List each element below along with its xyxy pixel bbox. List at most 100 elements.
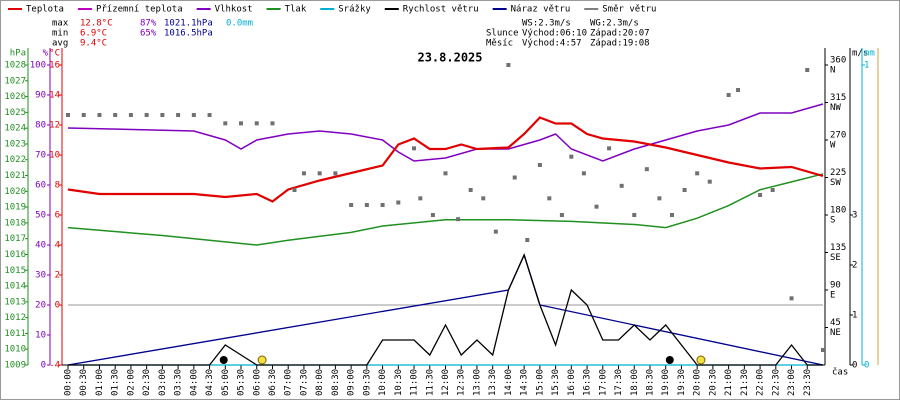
x-tick-label: 07:30 <box>299 369 309 396</box>
tick-label: 16 <box>49 61 60 71</box>
x-tick-label: 21:00 <box>724 369 734 396</box>
tick-label: 0 <box>41 361 46 371</box>
direction-point <box>468 188 473 192</box>
direction-point <box>632 213 637 217</box>
tick-label: 225 <box>830 168 846 178</box>
direction-point <box>726 93 731 97</box>
tick-label: 360 <box>830 56 846 66</box>
tick-label: 180 <box>830 206 846 216</box>
stat-text: 0.0mm <box>226 19 253 29</box>
sun-marker <box>257 355 267 365</box>
x-tick-label: 23:00 <box>787 369 797 396</box>
direction-point <box>207 113 212 117</box>
x-tick-label: 13:30 <box>488 369 498 396</box>
direction-point <box>481 196 486 201</box>
x-tick-label: 14:00 <box>504 369 514 396</box>
tick-label: 80 <box>35 121 46 131</box>
tick-label: S <box>830 216 835 226</box>
direction-point <box>456 217 461 222</box>
x-tick-label: 00:30 <box>79 369 89 396</box>
tick-label: 0 <box>852 361 857 371</box>
direction-point <box>364 203 369 207</box>
direction-point <box>144 113 149 117</box>
direction-point <box>301 171 306 176</box>
x-tick-label: 09:00 <box>347 369 357 396</box>
x-tick-label: 15:00 <box>535 369 545 396</box>
legend-label: Vlhkost <box>215 5 253 15</box>
tick-label: 1019 <box>4 203 26 213</box>
tick-label: 45 <box>830 318 841 328</box>
tick-label: W <box>830 141 836 151</box>
info-text: Západ:20:07 <box>590 29 650 39</box>
x-tick-label: 22:00 <box>756 369 766 396</box>
direction-point <box>128 113 133 117</box>
info-text: WG:2.3m/s <box>590 19 639 29</box>
direction-point <box>670 213 674 217</box>
x-tick-label: 09:30 <box>362 369 372 396</box>
x-tick-label: 17:00 <box>598 369 608 396</box>
direction-point <box>758 193 763 197</box>
legend-label: Směr větru <box>602 5 656 15</box>
stat-text: min <box>52 29 68 39</box>
direction-point <box>607 146 612 151</box>
info-text: Západ:19:08 <box>590 39 650 49</box>
tick-label: 6 <box>55 211 60 221</box>
x-tick-label: 23:30 <box>803 369 813 396</box>
x-tick-label: 08:00 <box>315 369 325 396</box>
direction-point <box>619 183 624 188</box>
stat-text: max <box>52 19 69 29</box>
tick-label: 50 <box>35 211 46 221</box>
info-text: WS:2.3m/s <box>522 19 571 29</box>
legend-label: Srážky <box>338 5 371 15</box>
direction-point <box>443 171 448 176</box>
stat-text: 12.8°C <box>80 19 113 29</box>
direction-point <box>191 113 196 117</box>
tick-label: 1 <box>864 61 869 71</box>
tick-label: 315 <box>830 93 846 103</box>
tick-label: 2 <box>852 261 857 271</box>
tick-label: SW <box>830 178 841 188</box>
moon-marker <box>219 356 228 364</box>
stat-text: 87% <box>140 19 157 29</box>
direction-point <box>493 229 498 234</box>
x-tick-label: 18:00 <box>630 369 640 396</box>
x-tick-label: 20:30 <box>708 369 718 396</box>
tick-label: -4 <box>49 361 60 371</box>
tick-label: 2 <box>55 271 60 281</box>
x-tick-label: 01:30 <box>111 369 121 396</box>
direction-point <box>506 63 511 67</box>
tick-label: NE <box>830 328 841 338</box>
direction-point <box>707 179 712 184</box>
x-tick-label: 17:30 <box>614 369 624 396</box>
x-tick-label: 02:30 <box>142 369 152 396</box>
legend-label: Náraz větru <box>511 5 571 15</box>
tick-label: 8 <box>55 181 60 191</box>
tick-label: 1017 <box>4 234 26 244</box>
direction-point <box>594 204 599 209</box>
tick-label: 90 <box>830 281 841 291</box>
tick-label: 60 <box>35 181 46 191</box>
legend-label: Teplota <box>26 5 64 15</box>
info-text: Slunce <box>486 29 519 39</box>
stat-text: 6.9°C <box>80 29 107 39</box>
axis-title: m/s <box>852 49 868 59</box>
direction-point <box>396 200 401 205</box>
direction-point <box>805 68 810 72</box>
direction-point <box>81 113 86 117</box>
tick-label: 1024 <box>4 124 26 134</box>
info-text: Východ:4:57 <box>522 39 582 49</box>
chart-title: 23.8.2025 <box>417 51 482 65</box>
axis-title: °C <box>49 49 60 59</box>
tick-label: 10 <box>49 151 60 161</box>
tick-label: 0 <box>864 361 869 371</box>
tick-label: 1018 <box>4 218 26 228</box>
x-tick-label: 00:00 <box>64 369 74 396</box>
tick-label: 1013 <box>4 297 26 307</box>
x-tick-label: 04:30 <box>205 369 215 396</box>
x-tick-label: 21:30 <box>740 369 750 396</box>
direction-point <box>97 113 102 117</box>
x-tick-label: 05:30 <box>237 369 247 396</box>
axis-title: hPa <box>10 49 26 59</box>
info-text: Východ:06:10 <box>522 29 587 39</box>
